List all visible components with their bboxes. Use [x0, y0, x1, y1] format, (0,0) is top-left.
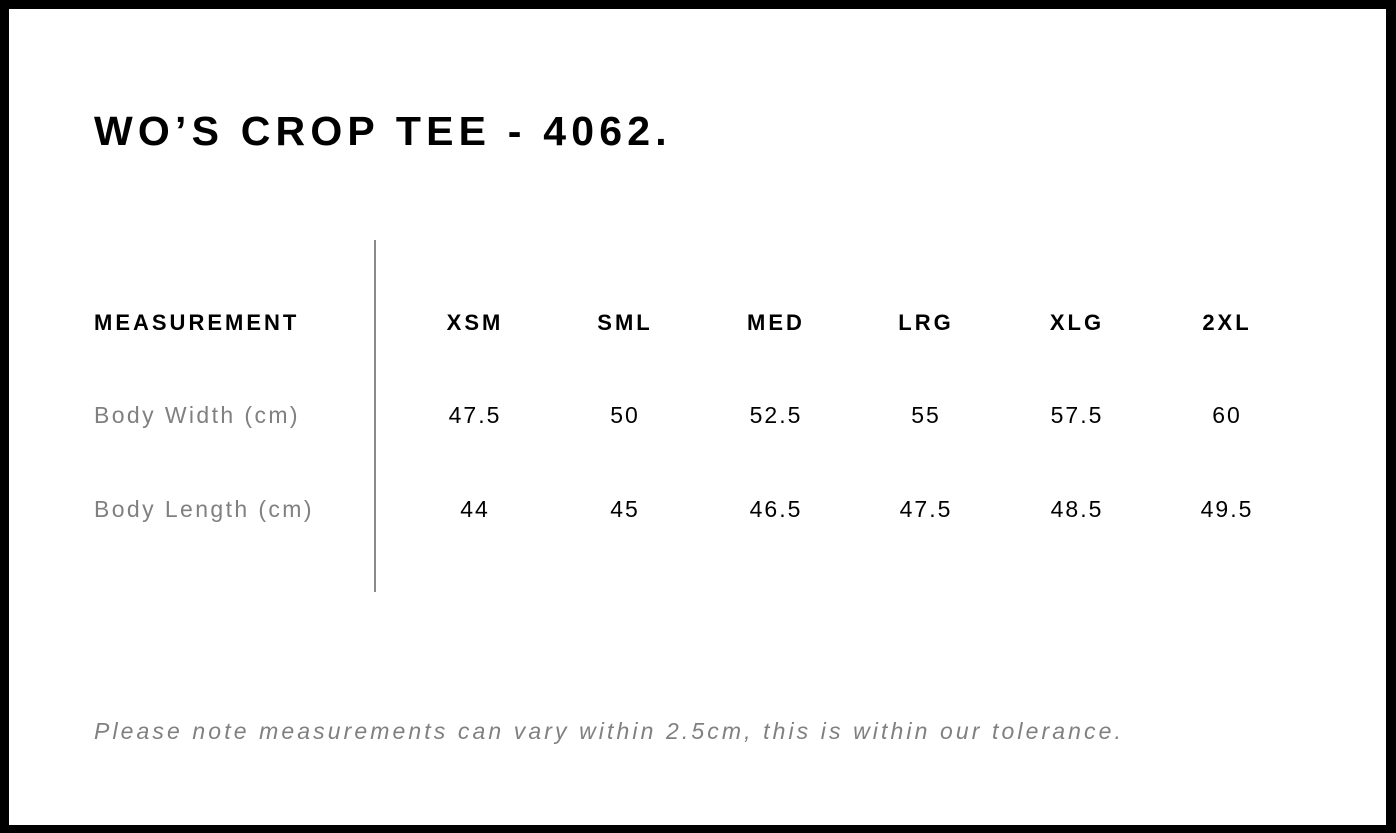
size-header-lrg: LRG [898, 310, 954, 335]
table-cell: 47.5 [448, 402, 502, 428]
column-divider [374, 240, 376, 592]
table-cell: 47.5 [899, 496, 953, 522]
table-cell: 52.5 [749, 402, 803, 428]
table-cell: 60 [1212, 402, 1242, 428]
size-chart-card: WO’S CROP TEE - 4062. MEASUREMENT XSM SML… [9, 9, 1386, 825]
size-header-xsm: XSM [446, 310, 504, 335]
size-header-sml: SML [597, 310, 653, 335]
table-cell: 45 [610, 496, 640, 522]
measurement-header: MEASUREMENT [94, 310, 300, 335]
table-cell: 44 [460, 496, 490, 522]
table-cell: 46.5 [749, 496, 803, 522]
table-cell: 48.5 [1050, 496, 1104, 522]
table-cell: 50 [610, 402, 640, 428]
table-cell: 55 [911, 402, 941, 428]
size-header-2xl: 2XL [1202, 310, 1252, 335]
size-header-xlg: XLG [1049, 310, 1105, 335]
row-label: Body Length (cm) [94, 496, 314, 522]
page-title: WO’S CROP TEE - 4062. [94, 108, 672, 154]
size-header-med: MED [747, 310, 805, 335]
row-label: Body Width (cm) [94, 402, 300, 428]
table-cell: 49.5 [1200, 496, 1254, 522]
table-cell: 57.5 [1050, 402, 1104, 428]
tolerance-note: Please note measurements can vary within… [94, 718, 1125, 744]
